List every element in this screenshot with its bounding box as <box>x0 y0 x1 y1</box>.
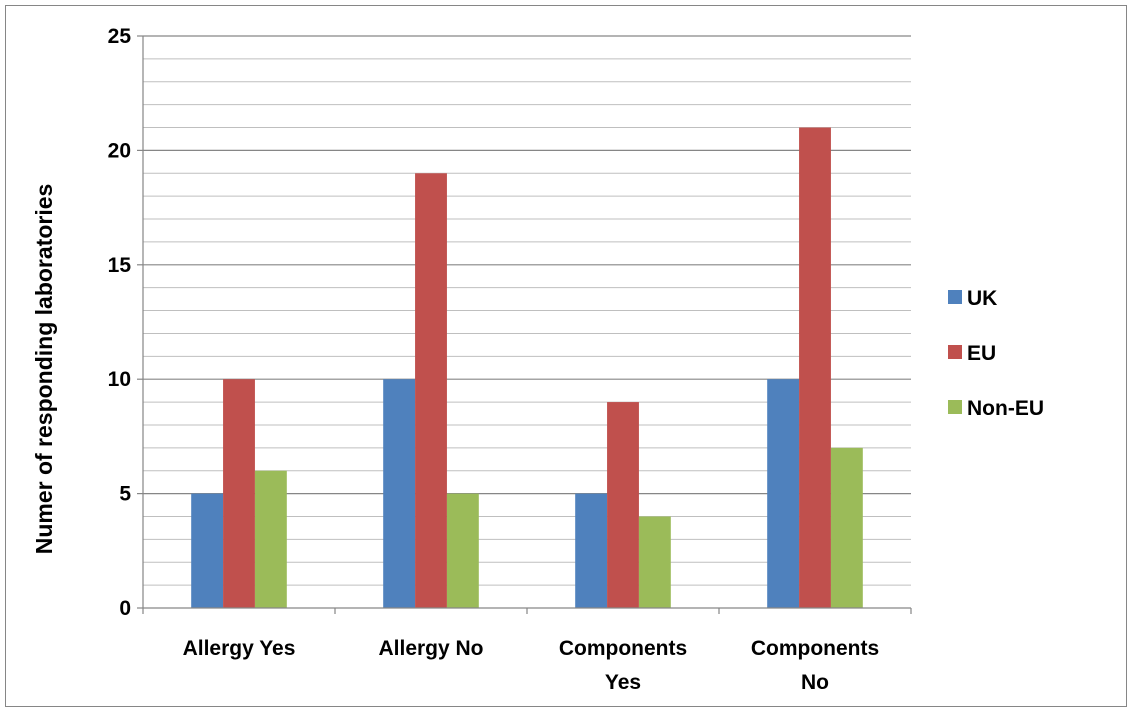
legend-swatch-eu <box>948 345 962 359</box>
bar-non-eu-2 <box>446 493 479 608</box>
legend-swatch-non-eu <box>948 400 962 414</box>
y-tick-label: 25 <box>108 25 132 48</box>
bar-uk-3 <box>575 493 608 608</box>
bar-uk-2 <box>383 379 416 608</box>
x-category-label: Allergy Yes <box>183 637 296 660</box>
bar-eu-2 <box>415 173 447 608</box>
bar-eu-1 <box>223 379 255 608</box>
x-category-label: Components <box>751 637 879 660</box>
bar-non-eu-3 <box>638 516 671 608</box>
bar-non-eu-1 <box>254 470 287 608</box>
legend-label-non-eu: Non-EU <box>967 397 1044 420</box>
legend-label-uk: UK <box>967 287 997 310</box>
bar-uk-1 <box>191 493 224 608</box>
bar-eu-4 <box>799 127 831 609</box>
x-category-label: No <box>801 671 829 694</box>
x-category-label: Yes <box>605 671 641 694</box>
bars <box>191 127 863 609</box>
y-tick-labels: 0 5 10 15 20 25 <box>108 25 132 620</box>
y-tick-label: 5 <box>119 483 131 506</box>
y-tick-label: 0 <box>119 597 131 620</box>
y-tick-label: 20 <box>108 139 131 162</box>
axes <box>137 35 912 614</box>
y-tick-label: 10 <box>108 368 131 391</box>
legend-swatch-uk <box>948 290 962 304</box>
legend-label-eu: EU <box>967 342 996 365</box>
bar-non-eu-4 <box>830 447 863 608</box>
bar-uk-4 <box>767 379 800 608</box>
bar-eu-3 <box>607 402 639 608</box>
x-category-label: Allergy No <box>378 637 483 660</box>
x-category-label: Components <box>559 637 687 660</box>
y-tick-label: 15 <box>108 254 132 277</box>
legend: UK EU Non-EU <box>948 287 1044 420</box>
x-category-labels: Allergy Yes Allergy No Components Yes Compon… <box>183 637 880 694</box>
y-axis-title: Numer of responding laboratories <box>31 184 57 555</box>
